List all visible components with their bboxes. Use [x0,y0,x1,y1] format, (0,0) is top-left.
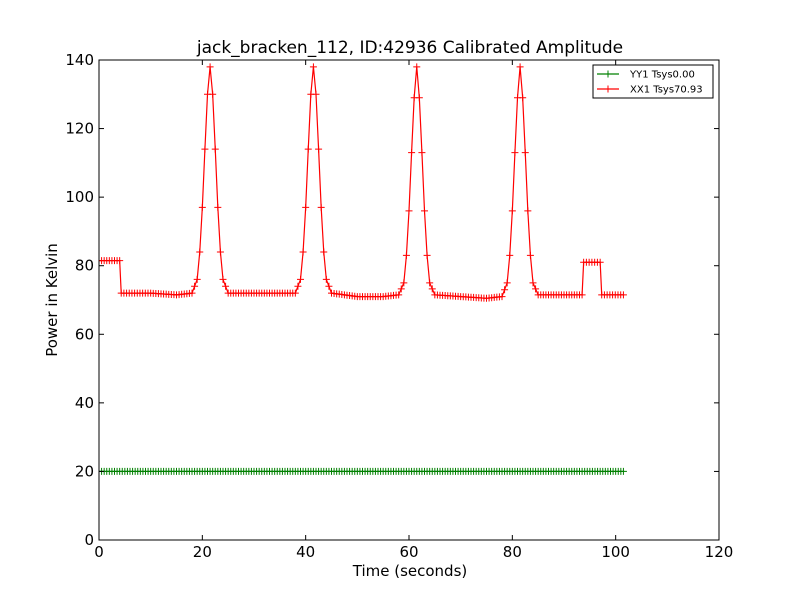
data-point [312,90,320,98]
data-point [408,149,416,157]
data-point [325,282,333,290]
data-point [216,248,224,256]
legend-entry: YY1 Tsys0.00 [597,70,695,81]
legend-entry: XX1 Tsys70.93 [597,85,703,96]
data-point [222,282,230,290]
series-2 [99,63,627,302]
y-tick-label: 100 [65,188,94,206]
data-point [426,279,434,287]
data-point [214,203,222,211]
data-point [506,251,514,259]
x-axis-label: Time (seconds) [352,562,468,580]
data-point [521,149,529,157]
legend-marker [604,85,612,93]
data-point [193,275,201,283]
data-point [428,285,436,293]
data-point [532,285,540,293]
data-point [503,279,511,287]
data-point [196,248,204,256]
y-tick-label: 60 [75,325,94,343]
data-point [188,289,196,297]
x-tick-label: 0 [94,543,104,561]
data-point [116,257,124,265]
x-tick-label: 40 [296,543,315,561]
data-point [508,207,516,215]
data-point [596,258,604,266]
legend-label: YY1 Tsys0.00 [629,70,695,81]
legend-label: XX1 Tsys70.93 [630,85,703,96]
data-point [309,63,317,71]
y-tick-label: 140 [65,51,94,69]
data-point [498,293,506,301]
data-point [402,251,410,259]
data-point [397,285,405,293]
data-point [299,248,307,256]
data-point [511,149,519,157]
data-point [516,63,524,71]
data-point [400,279,408,287]
data-point [198,203,206,211]
data-point [501,286,509,294]
data-point [395,291,403,299]
y-tick-label: 0 [84,531,94,549]
chart-title: jack_bracken_112, ID:42936 Calibrated Am… [196,38,623,58]
data-point [315,145,323,153]
data-point [405,207,413,215]
data-point [191,282,199,290]
data-point [526,251,534,259]
data-point [320,248,328,256]
x-tick-label: 80 [503,543,522,561]
data-point [578,291,586,299]
x-tick-label: 20 [193,543,212,561]
legend: YY1 Tsys0.00 XX1 Tsys70.93 [592,64,714,99]
data-point [297,275,304,283]
data-point [211,145,219,153]
legend-marker [604,70,612,78]
data-point [302,203,310,211]
y-tick-label: 40 [75,394,94,412]
data-point [415,94,423,102]
data-point [418,149,426,157]
x-tick-label: 60 [399,543,418,561]
x-tick-label: 100 [601,543,630,561]
data-point [524,207,532,215]
x-tick-label: 120 [705,543,734,561]
data-point [219,275,227,283]
legend-box [592,64,714,99]
data-point [423,251,431,259]
data-point [209,90,217,98]
data-point [619,291,627,299]
series-1 [99,467,627,475]
data-point [201,145,209,153]
series-markers [99,467,627,475]
series-markers [99,63,627,302]
y-tick-label: 120 [65,120,94,138]
data-point [291,289,299,297]
data-point [413,63,421,71]
data-point [294,282,302,290]
data-point [529,279,537,287]
y-tick-label: 20 [75,462,94,480]
y-axis-label: Power in Kelvin [43,243,61,357]
axis-ticks: 0 20 40 60 80 100 120 0 20 40 60 80 100 120 140 [65,51,733,561]
data-point [206,63,214,71]
data-point [304,145,312,153]
data-point [322,275,330,283]
data-point [619,467,627,475]
y-tick-label: 80 [75,257,94,275]
data-point [519,94,527,102]
data-point [421,207,428,215]
data-point [317,203,325,211]
plot-area [99,63,627,475]
